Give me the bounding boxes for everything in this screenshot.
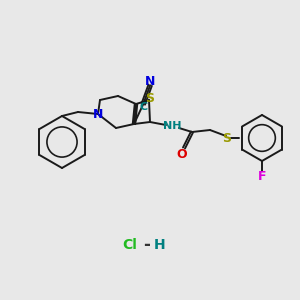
- Text: N: N: [145, 75, 155, 88]
- Text: O: O: [177, 148, 187, 160]
- Text: C: C: [139, 102, 147, 112]
- Text: S: S: [223, 131, 232, 145]
- Text: NH: NH: [163, 121, 181, 131]
- Text: -: -: [144, 236, 150, 254]
- Text: F: F: [258, 170, 266, 184]
- Text: H: H: [154, 238, 166, 252]
- Text: S: S: [146, 92, 154, 104]
- Text: N: N: [93, 107, 103, 121]
- Text: Cl: Cl: [123, 238, 137, 252]
